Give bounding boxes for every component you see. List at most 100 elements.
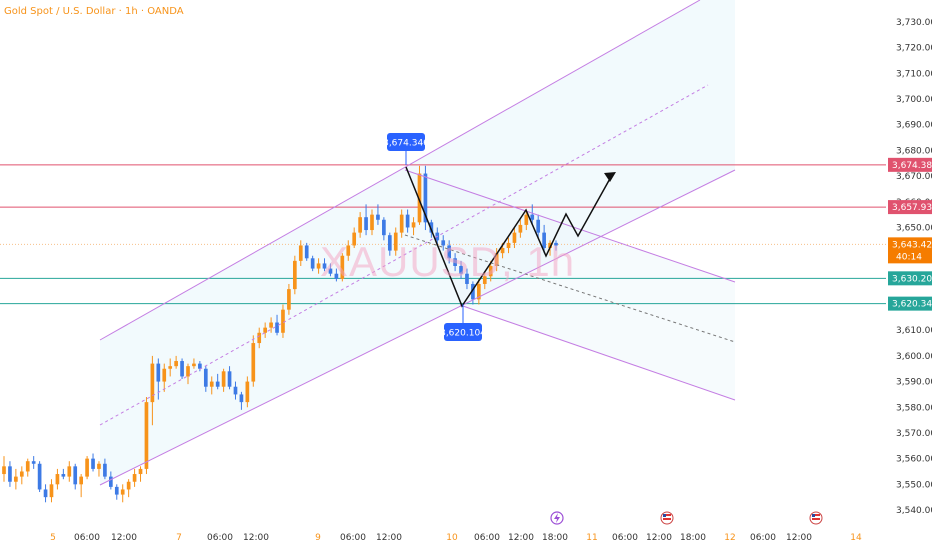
candle-body: [334, 273, 339, 279]
candle-body: [530, 214, 535, 220]
candle-body: [215, 381, 220, 387]
candle-body: [494, 253, 499, 266]
time-label: 06:00: [474, 533, 500, 543]
candle-body: [221, 371, 226, 387]
candle-body: [19, 471, 24, 477]
time-label: 18:00: [542, 533, 568, 543]
time-label: 12:00: [646, 533, 672, 543]
falling-channel-fill: [405, 170, 735, 400]
candle-body: [203, 368, 208, 387]
rising-channel-fill: [100, 0, 735, 485]
candle-body: [150, 363, 155, 403]
price-tick-label: 3,590.000: [896, 378, 932, 388]
us-flag-canton: [812, 514, 815, 517]
candle-body: [2, 466, 6, 475]
candle-body: [370, 214, 374, 231]
price-tick-label: 3,700.000: [896, 95, 932, 105]
candle-body: [180, 361, 184, 377]
candle-body: [156, 363, 161, 382]
candle-body: [506, 242, 511, 249]
candle-body: [168, 366, 173, 369]
day-label: 12: [724, 533, 735, 543]
candle-body: [554, 242, 558, 246]
swing-high-label: 3,674.346: [383, 139, 429, 149]
candle-body: [292, 260, 297, 290]
candle-body: [43, 489, 48, 498]
candle-body: [257, 332, 262, 344]
us-flag-canton: [663, 514, 666, 517]
candle-body: [482, 276, 487, 284]
candle-body: [328, 268, 333, 274]
candle-body: [471, 283, 475, 300]
symbol-title: Gold Spot / U.S. Dollar · 1h · OANDA: [4, 6, 184, 17]
candle-body: [186, 366, 190, 377]
candle-body: [382, 219, 386, 236]
resistance-low-tag: [888, 200, 932, 215]
falling-mid-line: [404, 234, 736, 343]
candle-body: [387, 235, 392, 251]
candle-body: [423, 173, 428, 223]
candle-body: [251, 343, 256, 382]
price-tick-label: 3,730.000: [896, 18, 932, 28]
current-price-label: 3,643.425: [892, 240, 932, 250]
countdown-label: 40:14: [896, 252, 922, 262]
candle-body: [67, 466, 72, 477]
candle-body: [281, 309, 285, 333]
price-tick-label: 3,560.000: [896, 455, 932, 465]
candle-body: [138, 468, 143, 475]
resistance-low-tag-label: 3,657.934: [892, 203, 932, 213]
candle-body: [298, 245, 303, 261]
candle-body: [358, 217, 362, 233]
projection-path: [405, 166, 613, 308]
candle-body: [548, 242, 552, 249]
candle-body: [488, 266, 493, 277]
candle-body: [512, 232, 517, 243]
candle-body: [25, 461, 30, 472]
candle-body: [239, 394, 244, 403]
candle-body: [316, 263, 321, 269]
swing-low-badge: [444, 323, 482, 341]
candle-body: [441, 240, 446, 246]
price-scale[interactable]: 3,730.000 3,720.000 3,710.000 3,700.000 3,69…: [886, 0, 932, 550]
price-tick-label: 3,710.000: [896, 69, 932, 79]
price-tick-label: 3,540.000: [896, 506, 932, 516]
time-label: 12:00: [376, 533, 402, 543]
candle-body: [453, 258, 457, 266]
candle-body: [85, 458, 89, 477]
lightning-bolt-icon: [554, 513, 560, 523]
us-flag-stripe: [812, 514, 820, 516]
candle-body: [55, 474, 60, 485]
candle-body: [227, 371, 232, 387]
candle-body: [198, 363, 202, 369]
candle-body: [49, 484, 54, 498]
falling-lower-line: [459, 304, 736, 401]
swing-low-callout: 3,620.104: [440, 304, 486, 341]
candle-body: [126, 481, 131, 490]
price-tick-label: 3,550.000: [896, 480, 932, 490]
candle-body: [37, 463, 42, 490]
candle-body: [322, 263, 327, 269]
candle-body: [233, 386, 238, 395]
us-flag-stripe: [663, 514, 671, 516]
candle-body: [393, 232, 398, 251]
time-axis[interactable]: 5 06:00 12:00 7 06:00 12:00 9 06:00 12:00 10 06:00…: [50, 511, 862, 543]
candle-body: [144, 402, 149, 469]
price-tick-label: 3,580.000: [896, 403, 932, 413]
channel-upper-line: [99, 0, 701, 341]
time-label: 06:00: [612, 533, 638, 543]
candle-body: [304, 245, 309, 259]
us-flag-stripe: [812, 518, 820, 520]
day-label: 10: [446, 533, 458, 543]
candle-body: [114, 486, 119, 495]
candle-body: [162, 368, 167, 382]
swing-low-label: 3,620.104: [440, 329, 486, 339]
callouts-layer: 3,674.346 3,620.104: [383, 133, 486, 341]
symbol-watermark: XAUUSD, 1h: [320, 238, 576, 285]
candle-body: [269, 322, 273, 328]
candle-body: [376, 214, 380, 220]
channel-lower-line: [99, 169, 736, 486]
swing-high-callout: 3,674.346: [383, 133, 429, 165]
candle-body: [287, 289, 291, 310]
